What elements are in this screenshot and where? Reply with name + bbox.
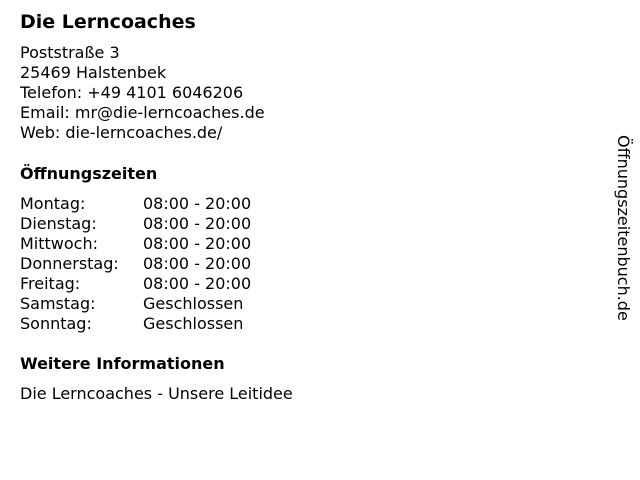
hours-row: Sonntag: Geschlossen (20, 314, 251, 334)
info-link[interactable]: Die Lerncoaches - Unsere Leitidee (20, 384, 293, 403)
hours-table: Montag: 08:00 - 20:00 Dienstag: 08:00 - 20… (20, 194, 251, 334)
phone[interactable]: Telefon: +49 4101 6046206 (20, 83, 244, 102)
hours-row: Dienstag: 08:00 - 20:00 (20, 214, 251, 234)
day: Donnerstag: (20, 254, 119, 273)
street: Poststraße 3 (20, 43, 120, 62)
time: 08:00 - 20:00 (143, 274, 252, 293)
day: Sonntag: (20, 314, 92, 333)
hours-row: Donnerstag: 08:00 - 20:00 (20, 254, 251, 274)
hours-row: Mittwoch: 08:00 - 20:00 (20, 234, 251, 254)
website[interactable]: Web: die-lerncoaches.de/ (20, 123, 223, 142)
hours-row: Montag: 08:00 - 20:00 (20, 194, 251, 214)
day: Dienstag: (20, 214, 97, 233)
site-watermark: Öffnungszeitenbuch.de (614, 135, 633, 321)
day: Mittwoch: (20, 234, 98, 253)
time: 08:00 - 20:00 (143, 254, 252, 273)
email[interactable]: Email: mr@die-lerncoaches.de (20, 103, 265, 122)
time: 08:00 - 20:00 (143, 214, 252, 233)
time: 08:00 - 20:00 (143, 194, 252, 213)
day: Montag: (20, 194, 86, 213)
address-block: Poststraße 3 25469 Halstenbek Telefon: +… (20, 43, 265, 143)
hours-heading: Öffnungszeiten (20, 164, 158, 183)
day: Freitag: (20, 274, 81, 293)
time: Geschlossen (143, 294, 244, 313)
business-name: Die Lerncoaches (20, 11, 196, 33)
hours-row: Freitag: 08:00 - 20:00 (20, 274, 251, 294)
hours-row: Samstag: Geschlossen (20, 294, 251, 314)
day: Samstag: (20, 294, 96, 313)
info-heading: Weitere Informationen (20, 354, 225, 373)
city: 25469 Halstenbek (20, 63, 167, 82)
time: Geschlossen (143, 314, 244, 333)
time: 08:00 - 20:00 (143, 234, 252, 253)
